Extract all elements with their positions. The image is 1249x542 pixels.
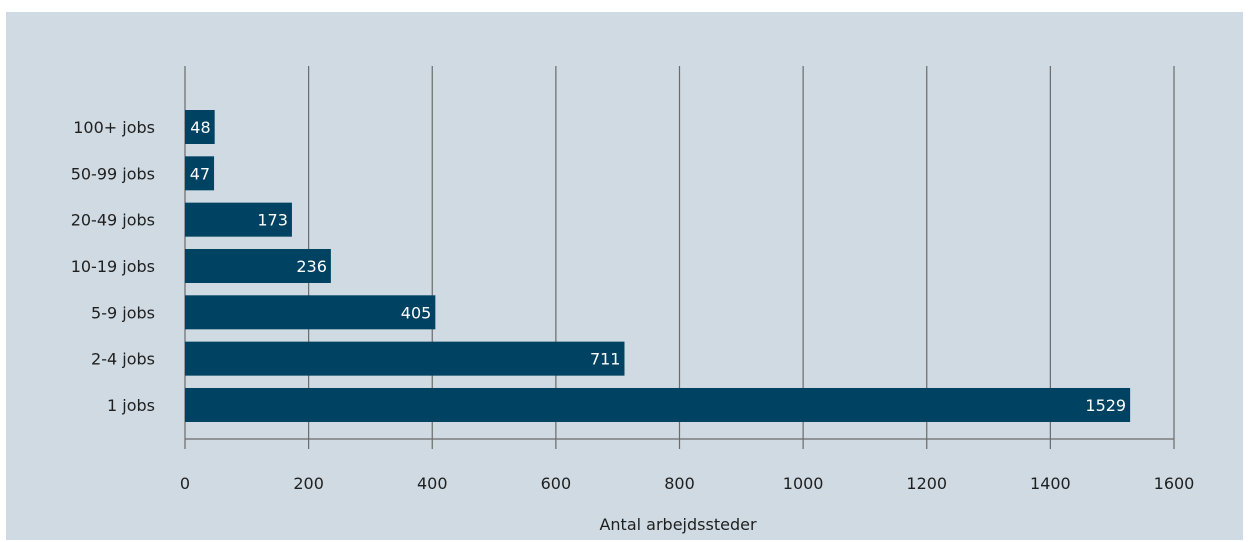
category-label: 5-9 jobs	[91, 303, 155, 322]
x-tick-labels: 0 200 400 600 800 1000 1200 1400 1600	[180, 474, 1194, 493]
category-labels: 100+ jobs 50-99 jobs 20-49 jobs 10-19 jobs 5…	[71, 118, 155, 415]
category-label: 2-4 jobs	[91, 350, 155, 369]
category-label: 20-49 jobs	[71, 211, 155, 230]
bar	[185, 110, 215, 144]
x-tick-label: 600	[541, 474, 572, 493]
x-axis-title: Antal arbejdssteder	[599, 515, 756, 534]
x-tick-label: 1400	[1030, 474, 1071, 493]
x-tick-label: 0	[180, 474, 190, 493]
x-tick-label: 200	[293, 474, 324, 493]
bar-value-label: 405	[401, 303, 432, 322]
bar	[185, 387, 1131, 422]
category-label: 1 jobs	[107, 396, 155, 415]
bar	[185, 202, 292, 237]
x-tick-label: 400	[417, 474, 448, 493]
bar	[185, 295, 436, 330]
x-tick-label: 1200	[906, 474, 947, 493]
bar	[185, 156, 215, 191]
bar-value-label: 236	[296, 257, 327, 276]
bar-value-label: 173	[257, 211, 288, 230]
bar	[185, 248, 331, 283]
category-label: 50-99 jobs	[71, 164, 155, 183]
bar-value-label: 48	[190, 118, 210, 137]
x-tick-label: 1000	[783, 474, 824, 493]
x-tick-label: 800	[664, 474, 695, 493]
bars: 48 47 173 236 405 711 1529	[185, 110, 1131, 422]
category-label: 10-19 jobs	[71, 257, 155, 276]
category-label: 100+ jobs	[73, 118, 155, 137]
x-tick-label: 1600	[1154, 474, 1195, 493]
bar-value-label: 47	[190, 164, 210, 183]
bar-value-label: 711	[590, 350, 621, 369]
bar-value-label: 1529	[1085, 396, 1126, 415]
bar	[185, 341, 625, 376]
